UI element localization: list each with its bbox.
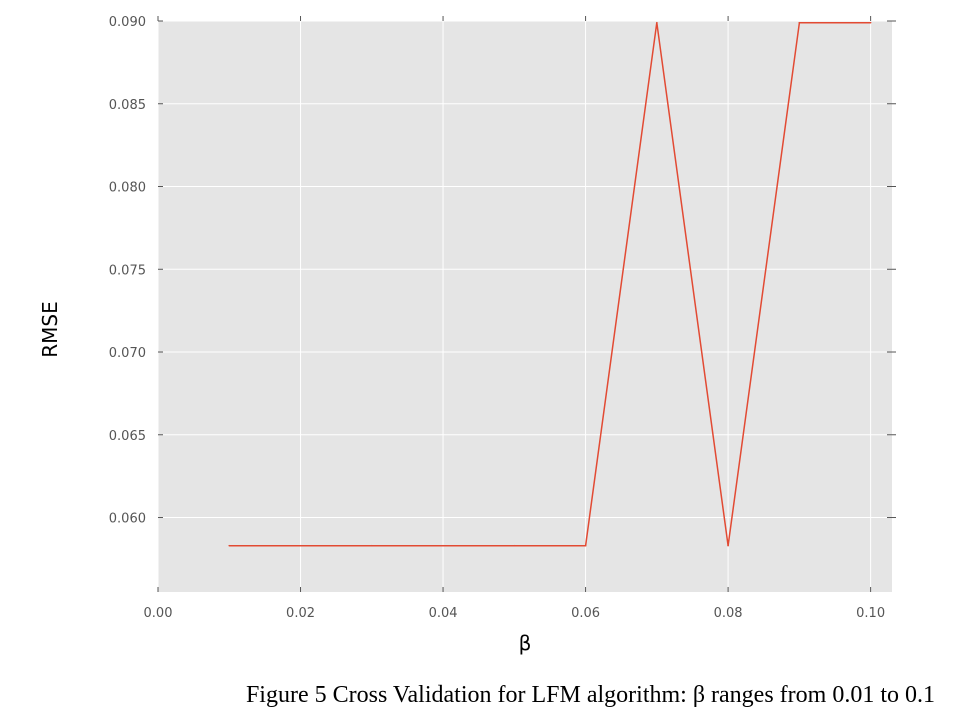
grid [157, 20, 892, 592]
data-point [370, 544, 373, 547]
y-tick-label: 0.070 [109, 346, 146, 361]
data-point [299, 544, 302, 547]
data-point [584, 544, 587, 547]
data-point [869, 21, 872, 24]
axis-ticks: 0.00 0.02 0.04 0.06 0.08 0.10 0.060 0.065 0.070 0… [109, 15, 896, 621]
series-layer [228, 21, 872, 547]
data-point [656, 21, 658, 24]
data-point [442, 544, 444, 547]
y-tick-label: 0.065 [109, 429, 146, 444]
y-tick-label: 0.090 [109, 15, 146, 30]
data-point [228, 544, 231, 547]
y-tick-label: 0.080 [109, 181, 146, 196]
x-axis-title: β [519, 631, 532, 655]
y-tick-label: 0.085 [109, 98, 146, 113]
series-line [229, 21, 871, 547]
y-tick-label: 0.075 [109, 263, 146, 278]
x-tick-label: 0.10 [856, 606, 885, 621]
figure-caption: Figure 5 Cross Validation for LFM algori… [245, 682, 935, 708]
y-tick-label: 0.060 [109, 512, 146, 527]
data-point [513, 544, 516, 547]
y-axis-title: RMSE [38, 301, 62, 357]
x-tick-label: 0.08 [714, 606, 743, 621]
plot-area [158, 21, 892, 592]
x-tick-label: 0.00 [144, 606, 173, 621]
data-point [798, 21, 801, 24]
data-point [727, 544, 729, 547]
x-tick-label: 0.02 [286, 606, 315, 621]
x-tick-label: 0.04 [429, 606, 458, 621]
x-tick-label: 0.06 [571, 606, 600, 621]
